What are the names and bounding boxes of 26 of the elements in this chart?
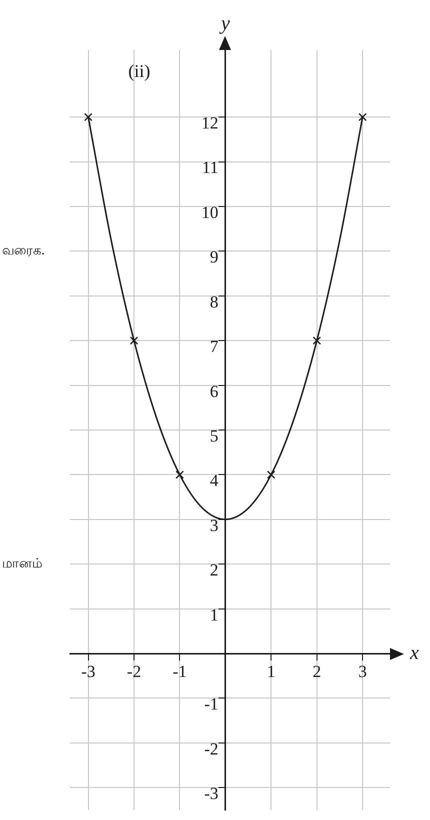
text: (ii) (128, 61, 150, 82)
x-tick-label: 2 (312, 662, 322, 682)
y-tick-label: 10 (201, 202, 218, 222)
x-axis-title: x (409, 642, 419, 664)
text: வரைக. (2, 244, 46, 259)
y-tick-label: -3 (204, 784, 218, 804)
y-tick-label: -1 (204, 694, 218, 714)
text: மானம் (2, 556, 42, 572)
y-tick-label: 11 (202, 158, 218, 178)
x-tick-label: 1 (266, 662, 276, 682)
y-tick-label: 4 (210, 471, 219, 490)
y-tick-label: 2 (210, 560, 218, 580)
y-tick-label: 9 (210, 248, 218, 267)
y-tick-label: 7 (210, 337, 219, 356)
y-tick-label: 1 (210, 605, 218, 624)
y-tick-label: 3 (210, 516, 218, 535)
x-tick-label: 3 (358, 662, 367, 682)
y-axis-title: y (218, 12, 230, 34)
y-tick-label: -2 (204, 739, 218, 758)
x-tick-label: -2 (126, 662, 142, 682)
y-tick-label: 6 (210, 382, 218, 401)
x-tick-label: -1 (172, 662, 187, 682)
y-tick-label: 12 (201, 114, 218, 133)
y-tick-label: 8 (210, 292, 218, 312)
y-tick-label: 5 (210, 426, 218, 446)
x-tick-label: -3 (81, 662, 96, 682)
